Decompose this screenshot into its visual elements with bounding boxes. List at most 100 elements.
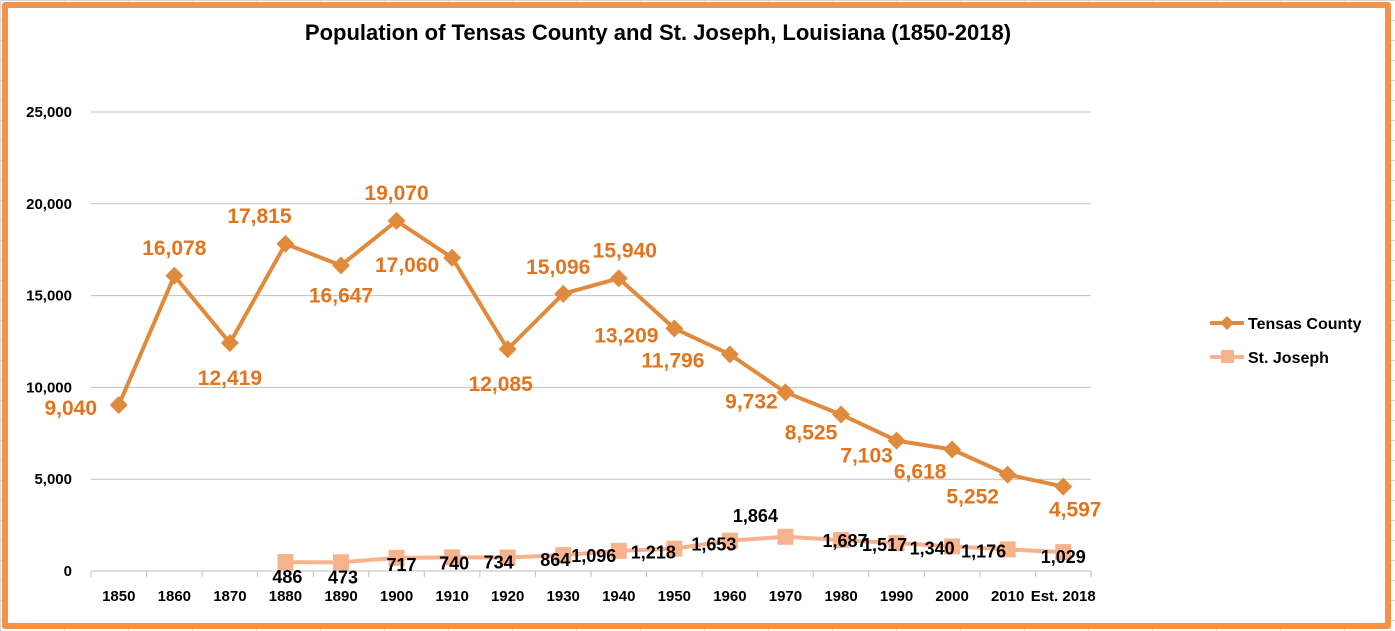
y-tick-label: 25,000: [26, 104, 72, 121]
data-label: 740: [439, 553, 469, 573]
data-point-marker-diamond[interactable]: [165, 266, 184, 285]
data-label: 1,176: [961, 541, 1006, 561]
data-point-marker-square[interactable]: [666, 540, 683, 557]
data-label: 7,103: [840, 445, 893, 468]
axis-layer: 0 5,000 10,000 15,000 20,000 25,000 1850 1860 18…: [26, 104, 1096, 605]
data-point-marker-square[interactable]: [555, 547, 572, 564]
data-label: 11,796: [641, 349, 704, 372]
x-tick-label: 1860: [158, 588, 191, 605]
data-label: 17,060: [375, 254, 439, 277]
data-label: 473: [328, 567, 358, 587]
data-point-marker-diamond[interactable]: [887, 431, 906, 450]
data-point-marker-diamond[interactable]: [776, 383, 795, 402]
data-label: 17,815: [227, 205, 292, 228]
x-tick-label: 1930: [547, 588, 580, 605]
x-tick-label: 1980: [824, 588, 857, 605]
series-line-tensas-county: [116, 218, 1064, 489]
data-point-marker-square[interactable]: [999, 541, 1016, 558]
data-point-marker-square[interactable]: [777, 528, 794, 545]
data-point-marker-diamond[interactable]: [943, 440, 962, 459]
data-point-marker-square[interactable]: [499, 549, 516, 566]
data-label: 15,940: [593, 239, 657, 262]
legend-marker-square: [1221, 350, 1234, 363]
data-point-marker-diamond[interactable]: [220, 333, 239, 352]
x-tick-label: 1850: [102, 588, 135, 605]
data-label: 15,096: [526, 256, 590, 279]
data-label: 1,517: [862, 535, 907, 555]
data-label: 1,218: [631, 543, 676, 563]
data-label: 9,732: [725, 390, 778, 413]
data-label: 5,252: [946, 486, 999, 509]
data-label: 486: [272, 567, 302, 587]
data-point-marker-square[interactable]: [610, 542, 627, 559]
data-point-marker-square[interactable]: [277, 554, 294, 571]
x-tick-label: 2010: [991, 588, 1024, 605]
legend-marker-diamond: [1220, 316, 1234, 330]
data-point-marker-diamond[interactable]: [1054, 477, 1073, 496]
x-tick-label: 1940: [602, 588, 635, 605]
data-label: 12,419: [198, 367, 262, 390]
data-point-marker-diamond[interactable]: [720, 345, 739, 364]
data-label: 1,687: [822, 531, 867, 551]
data-point-marker-diamond[interactable]: [609, 269, 628, 288]
x-tick-label: 2000: [935, 588, 968, 605]
data-point-marker-diamond[interactable]: [332, 256, 350, 275]
data-point-marker-square[interactable]: [333, 554, 349, 571]
data-label: 1,029: [1041, 547, 1086, 567]
y-tick-label: 15,000: [26, 288, 72, 305]
data-point-marker-square[interactable]: [888, 535, 905, 552]
y-tick-label: 0: [64, 563, 72, 580]
data-label-layer: 9,040 16,078 12,419 17,815 16,647 19,070 17,06…: [44, 182, 1101, 587]
x-tick-label: 1890: [324, 588, 357, 605]
data-label: 6,618: [894, 460, 947, 483]
x-tick-label: 1960: [713, 588, 746, 605]
data-point-marker-square[interactable]: [944, 538, 961, 555]
series-layer: [109, 211, 1073, 571]
grid-layer: [91, 111, 1091, 480]
data-point-marker-square[interactable]: [721, 532, 738, 549]
data-point-marker-square[interactable]: [1055, 544, 1072, 561]
y-tick-label: 20,000: [26, 196, 72, 213]
data-label: 9,040: [44, 397, 97, 420]
legend-label: St. Joseph: [1248, 350, 1329, 367]
data-point-marker-diamond[interactable]: [665, 319, 684, 338]
data-label: 16,647: [309, 284, 373, 307]
data-point-marker-diamond[interactable]: [498, 340, 517, 359]
data-point-marker-square[interactable]: [833, 532, 849, 549]
legend: Tensas County St. Joseph: [1210, 316, 1362, 367]
data-point-marker-square[interactable]: [444, 549, 461, 566]
data-point-marker-square[interactable]: [388, 549, 405, 566]
chart-title: Population of Tensas County and St. Jose…: [305, 20, 1011, 45]
data-point-marker-diamond[interactable]: [109, 396, 128, 415]
data-label: 13,209: [594, 324, 658, 347]
data-point-marker-diamond[interactable]: [998, 465, 1017, 484]
x-tick-label: Est. 2018: [1031, 588, 1096, 605]
data-label: 4,597: [1049, 499, 1102, 522]
data-label: 734: [484, 553, 514, 573]
x-tick-label: 1970: [769, 588, 802, 605]
data-label: 1,653: [691, 535, 736, 555]
y-tick-label: 5,000: [34, 471, 72, 488]
x-tick-label: 1900: [380, 588, 413, 605]
data-point-marker-diamond[interactable]: [443, 248, 462, 267]
x-tick-label: 1950: [658, 588, 691, 605]
data-point-marker-diamond[interactable]: [276, 234, 295, 253]
legend-label: Tensas County: [1248, 316, 1362, 333]
data-label: 19,070: [364, 182, 428, 205]
data-label: 1,096: [571, 546, 616, 566]
data-label: 717: [387, 555, 417, 575]
data-label: 12,085: [469, 373, 534, 396]
data-label: 16,078: [142, 237, 207, 260]
x-tick-label: 1870: [213, 588, 246, 605]
data-point-marker-diamond[interactable]: [387, 211, 406, 230]
y-tick-label: 10,000: [26, 379, 72, 396]
x-tick-label: 1920: [491, 588, 524, 605]
data-point-marker-diamond[interactable]: [554, 284, 573, 303]
data-point-marker-diamond[interactable]: [832, 405, 850, 424]
data-label: 1,340: [910, 538, 955, 558]
data-label: 8,525: [785, 421, 838, 444]
x-tick-label: 1990: [880, 588, 913, 605]
data-label: 864: [540, 550, 570, 570]
